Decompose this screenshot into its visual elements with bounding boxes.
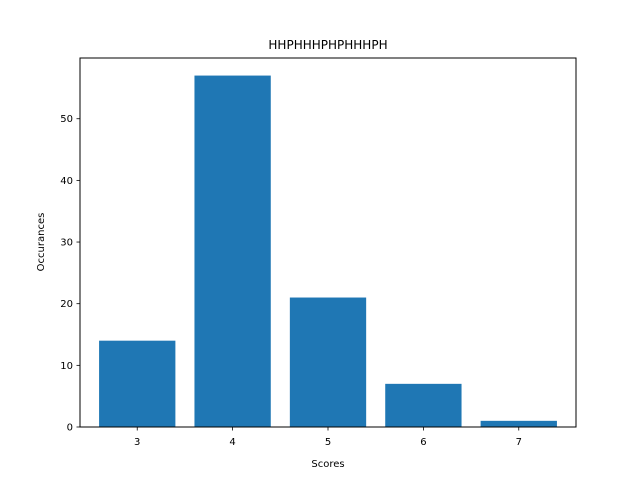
bar-7	[480, 420, 557, 427]
x-tick-label: 6	[420, 437, 426, 448]
x-axis-ticks: 3 4 5 6 7	[134, 427, 522, 448]
bar-6	[385, 383, 462, 427]
y-tick-label: 50	[60, 114, 73, 125]
x-tick-label: 4	[229, 437, 235, 448]
bar-5	[289, 297, 367, 427]
bar-4	[194, 75, 271, 427]
bar-3	[99, 340, 176, 427]
y-tick-label: 40	[60, 176, 73, 187]
x-tick-label: 7	[516, 437, 522, 448]
y-tick-label: 10	[60, 361, 73, 372]
plot-frame	[79, 57, 577, 428]
x-tick-label: 3	[134, 437, 140, 448]
y-tick-label: 20	[60, 299, 73, 310]
y-axis-label: Occurances	[36, 213, 47, 272]
y-axis-ticks: 0 10 20 30 40 50	[60, 114, 80, 434]
x-tick-label: 5	[325, 437, 331, 448]
chart-title: HHPHHHPHPHHHPH	[268, 38, 387, 52]
x-axis-label: Scores	[311, 459, 344, 470]
y-tick-label: 0	[67, 423, 73, 434]
bars-group	[99, 75, 557, 427]
y-tick-label: 30	[60, 238, 73, 249]
